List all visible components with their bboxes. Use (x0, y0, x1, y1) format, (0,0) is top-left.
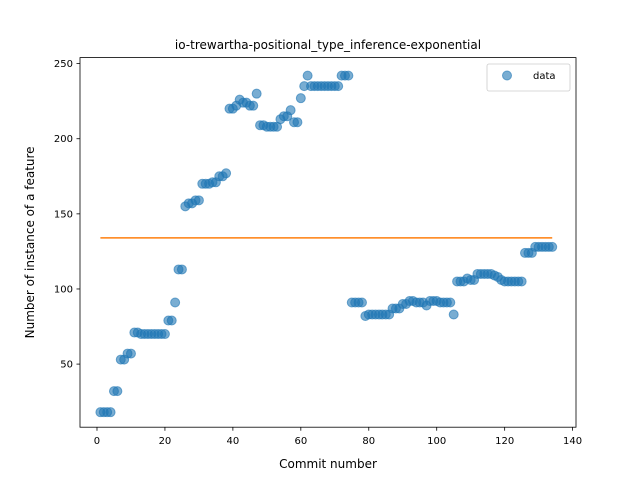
data-point (343, 70, 354, 81)
x-axis-label: Commit number (279, 457, 377, 471)
data-point (112, 386, 123, 397)
data-point (356, 297, 367, 308)
y-tick-label: 100 (54, 284, 73, 295)
x-tick-label: 0 (94, 436, 100, 447)
data-point (285, 105, 296, 116)
data-point (445, 297, 456, 308)
y-axis-label: Number of instance of a feature (23, 146, 37, 338)
x-tick-label: 40 (227, 436, 240, 447)
y-axis-ticks: 50 100 150 200 250 (54, 59, 80, 371)
data-point (166, 315, 177, 326)
x-tick-label: 100 (427, 436, 446, 447)
data-point (248, 100, 259, 111)
legend-label-data: data (533, 71, 556, 82)
data-point (251, 88, 262, 99)
legend: data (486, 63, 571, 92)
data-point (516, 276, 527, 287)
x-axis-ticks: 0 20 40 60 80 100 120 140 (94, 427, 582, 447)
data-point (176, 264, 187, 275)
plot-area (80, 57, 576, 428)
x-tick-label: 120 (495, 436, 514, 447)
data-point (333, 81, 344, 92)
axes-frame (79, 57, 577, 428)
data-point (292, 117, 303, 128)
chart-title: io-trewartha-positional_type_inference-e… (175, 38, 481, 52)
data-point (448, 309, 459, 320)
data-point (547, 241, 558, 252)
data-point (302, 70, 313, 81)
x-tick-label: 20 (159, 436, 172, 447)
data-point (193, 195, 204, 206)
y-tick-label: 150 (54, 209, 73, 220)
y-tick-label: 200 (54, 134, 73, 145)
data-point (159, 329, 170, 340)
legend-marker-data (502, 70, 512, 81)
data-point (125, 348, 136, 359)
data-point (170, 297, 181, 308)
x-tick-label: 60 (294, 436, 307, 447)
data-point (295, 93, 306, 104)
legend-box (486, 63, 571, 92)
data-marks (95, 70, 558, 418)
data-point (105, 407, 116, 418)
x-tick-label: 140 (563, 436, 582, 447)
y-tick-label: 50 (60, 360, 73, 371)
x-tick-label: 80 (362, 436, 375, 447)
data-point (221, 168, 232, 179)
y-tick-label: 250 (54, 59, 73, 70)
